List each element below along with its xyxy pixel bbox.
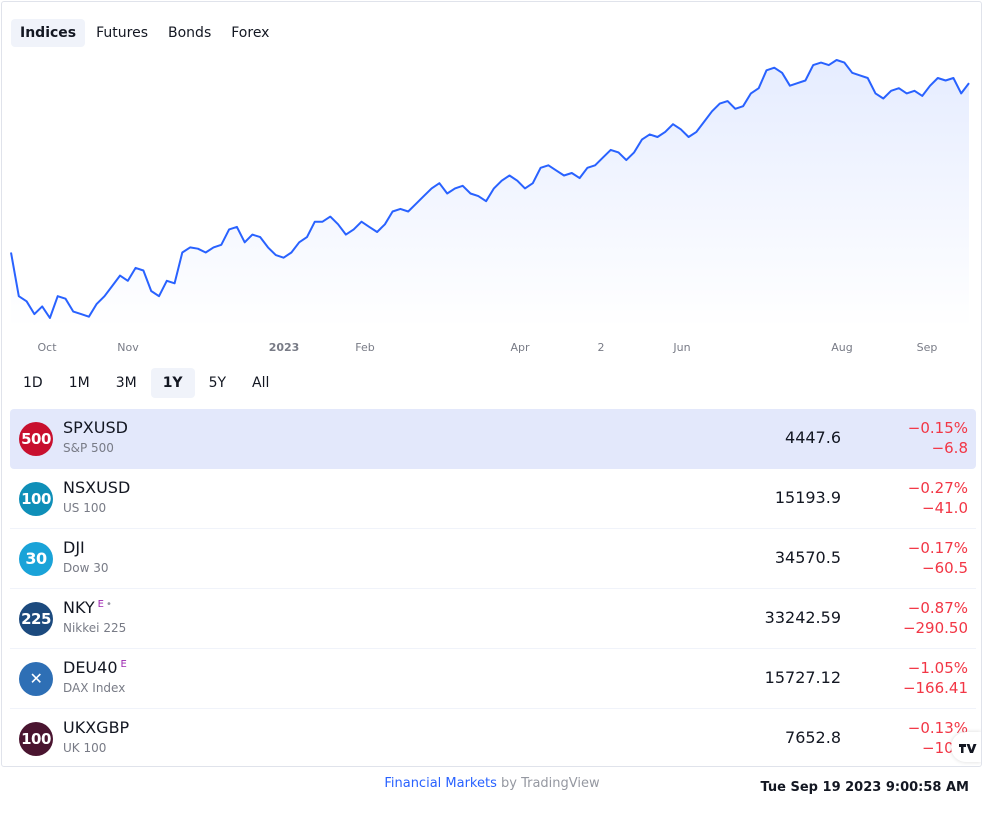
x-axis-label: Aug (831, 341, 852, 354)
tab-futures[interactable]: Futures (96, 25, 149, 41)
tradingview-logo[interactable] (951, 732, 981, 762)
change-absolute: −6.8 (931, 439, 968, 457)
change-percent: −0.27% (907, 479, 968, 497)
symbol-ticker: NKY (63, 598, 95, 617)
symbol-logo-icon: 30 (19, 542, 53, 576)
symbol-price: 34570.5 (774, 548, 841, 567)
tab-bonds[interactable]: Bonds (168, 25, 212, 41)
symbol-ticker: SPXUSD (63, 418, 128, 437)
range-5y[interactable]: 5Y (208, 375, 227, 391)
attribution-footer: Financial Markets by TradingView (0, 776, 984, 791)
symbol-description: Nikkei 225 (63, 621, 127, 635)
symbol-description: S&P 500 (63, 441, 114, 455)
symbol-row-nsxusd[interactable]: 100 NSXUSD US 100 15193.9 −0.27% −41.0 (10, 469, 976, 529)
symbol-logo-icon: 100 (19, 722, 53, 756)
price-chart[interactable]: Oct Nov 2023 Feb Apr 2 Jun Aug Sep (3, 56, 982, 356)
symbol-description: DAX Index (63, 681, 126, 695)
x-axis-label: Apr (510, 341, 530, 354)
financial-markets-link[interactable]: Financial Markets (384, 776, 497, 791)
tradingview-logo-icon (959, 744, 977, 753)
timestamp: Tue Sep 19 2023 9:00:58 AM (760, 780, 969, 795)
symbol-ticker-group: NSXUSD (63, 478, 130, 497)
change-percent: −0.17% (907, 539, 968, 557)
symbol-row-spxusd[interactable]: 500 SPXUSD S&P 500 4447.6 −0.15% −6.8 (10, 409, 976, 469)
market-tabs: Indices Futures Bonds Forex (11, 19, 278, 47)
change-absolute: −290.50 (902, 619, 968, 637)
change-percent: −0.13% (907, 719, 968, 737)
symbol-ticker: UKXGBP (63, 718, 130, 737)
symbol-row-nky[interactable]: 225 NKY E • Nikkei 225 33242.59 −0.87% −290.50 (10, 589, 976, 649)
symbol-ticker-group: SPXUSD (63, 418, 128, 437)
market-overview-widget: Indices Futures Bonds Forex Oct Nov 2023 Feb Ap… (1, 1, 982, 767)
symbol-ticker: DJI (63, 538, 85, 557)
symbol-price: 15193.9 (774, 488, 841, 507)
x-axis-label: Nov (117, 341, 139, 354)
x-axis-label: Jun (672, 341, 690, 354)
symbol-ticker-group: UKXGBP (63, 718, 129, 737)
symbol-description: Dow 30 (63, 561, 109, 575)
symbol-change: −0.87% −290.50 (903, 598, 968, 638)
range-1y[interactable]: 1Y (150, 368, 195, 398)
by-tradingview-text: by TradingView (496, 776, 600, 791)
exchange-badge: E (97, 598, 104, 610)
change-percent: −1.05% (907, 659, 968, 677)
change-percent: −0.15% (907, 419, 968, 437)
symbol-logo-icon: 225 (19, 602, 53, 636)
x-axis-label: Oct (37, 341, 57, 354)
x-axis-label: Sep (917, 341, 938, 354)
range-3m[interactable]: 3M (115, 375, 137, 391)
symbol-ticker: DEU40 (63, 658, 118, 677)
price-area-fill (11, 60, 969, 328)
x-axis-label: Feb (355, 341, 374, 354)
time-range-selector: 1D 1M 3M 1Y 5Y All (11, 368, 281, 398)
tab-forex[interactable]: Forex (231, 25, 270, 41)
symbol-change: −0.17% −60.5 (908, 538, 968, 578)
symbol-price: 4447.6 (785, 428, 841, 447)
symbol-ticker-group: NKY E • (63, 598, 112, 617)
tab-indices[interactable]: Indices (11, 19, 86, 47)
symbol-ticker-group: DJI (63, 538, 85, 557)
symbol-description: UK 100 (63, 741, 107, 755)
symbol-row-ukxgbp[interactable]: 100 UKXGBP UK 100 7652.8 −0.13% −10.1 (10, 709, 976, 766)
x-axis-label: 2023 (269, 341, 300, 354)
range-all[interactable]: All (252, 375, 270, 391)
symbol-row-deu40[interactable]: ✕ DEU40 E DAX Index 15727.12 −1.05% −166.41 (10, 649, 976, 709)
symbol-change: −0.27% −41.0 (908, 478, 968, 518)
symbol-price: 15727.12 (764, 668, 841, 687)
symbol-ticker: NSXUSD (63, 478, 131, 497)
symbol-price: 33242.59 (764, 608, 841, 627)
symbol-description: US 100 (63, 501, 107, 515)
change-percent: −0.87% (907, 599, 968, 617)
symbol-change: −0.15% −6.8 (908, 418, 968, 458)
x-axis-label: 2 (598, 341, 605, 354)
symbol-ticker-group: DEU40 E (63, 658, 127, 677)
symbol-list: 500 SPXUSD S&P 500 4447.6 −0.15% −6.8 100 NSXUS… (10, 409, 976, 766)
symbol-change: −1.05% −166.41 (903, 658, 968, 698)
change-absolute: −60.5 (922, 559, 968, 577)
exchange-badge: E (120, 658, 127, 670)
change-absolute: −41.0 (922, 499, 968, 517)
symbol-row-dji[interactable]: 30 DJI Dow 30 34570.5 −0.17% −60.5 (10, 529, 976, 589)
symbol-logo-icon: 100 (19, 482, 53, 516)
symbol-logo-icon: ✕ (19, 662, 53, 696)
range-1d[interactable]: 1D (23, 375, 43, 391)
symbol-logo-icon: 500 (19, 422, 53, 456)
range-1m[interactable]: 1M (68, 375, 90, 391)
symbol-price: 7652.8 (785, 728, 841, 747)
market-status-dot-icon: • (106, 598, 112, 610)
change-absolute: −166.41 (902, 679, 968, 697)
price-line (10, 59, 970, 319)
